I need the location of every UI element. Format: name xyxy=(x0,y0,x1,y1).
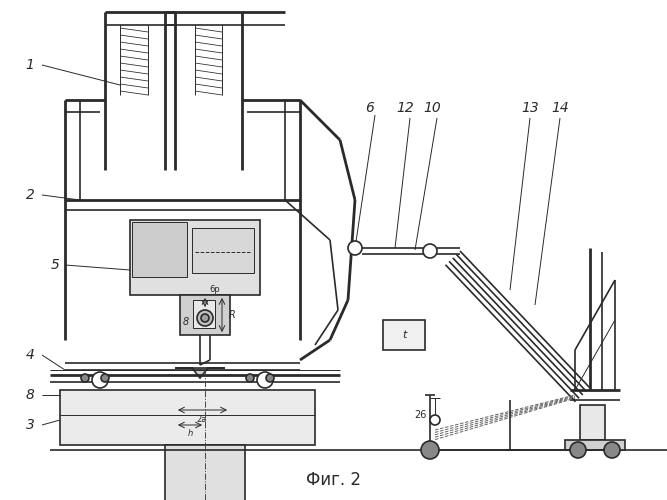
Bar xyxy=(565,440,625,450)
Circle shape xyxy=(81,374,89,382)
Bar xyxy=(60,390,315,445)
Bar xyxy=(132,222,187,277)
Text: 8: 8 xyxy=(183,317,189,327)
Circle shape xyxy=(101,374,109,382)
Text: 6: 6 xyxy=(366,101,374,115)
Text: 6р: 6р xyxy=(209,286,220,294)
Bar xyxy=(383,320,425,350)
Circle shape xyxy=(430,415,440,425)
Circle shape xyxy=(421,441,439,459)
Text: 12: 12 xyxy=(396,101,414,115)
Polygon shape xyxy=(175,368,225,378)
Text: 26: 26 xyxy=(414,410,426,420)
Bar xyxy=(180,295,230,335)
Text: 1: 1 xyxy=(25,58,35,72)
Circle shape xyxy=(197,310,213,326)
Text: R: R xyxy=(229,310,235,320)
Circle shape xyxy=(423,244,437,258)
Text: 2: 2 xyxy=(25,188,35,202)
Text: 8: 8 xyxy=(25,388,35,402)
Text: 14: 14 xyxy=(551,101,569,115)
Bar xyxy=(130,220,260,295)
Circle shape xyxy=(201,314,209,322)
Circle shape xyxy=(92,372,108,388)
Text: 5: 5 xyxy=(51,258,59,272)
Text: 4: 4 xyxy=(25,348,35,362)
Circle shape xyxy=(266,374,274,382)
Text: 10: 10 xyxy=(423,101,441,115)
Bar xyxy=(193,300,215,328)
Circle shape xyxy=(604,442,620,458)
Text: 13: 13 xyxy=(521,101,539,115)
Bar xyxy=(580,405,605,440)
Text: 3: 3 xyxy=(25,418,35,432)
Circle shape xyxy=(570,442,586,458)
Text: t: t xyxy=(402,330,406,340)
Circle shape xyxy=(246,374,254,382)
Circle shape xyxy=(348,241,362,255)
Text: Фиг. 2: Фиг. 2 xyxy=(305,471,360,489)
Text: 2a: 2a xyxy=(197,416,207,424)
Text: h: h xyxy=(187,428,193,438)
Circle shape xyxy=(257,372,273,388)
Bar xyxy=(192,228,254,273)
Bar xyxy=(165,445,245,500)
